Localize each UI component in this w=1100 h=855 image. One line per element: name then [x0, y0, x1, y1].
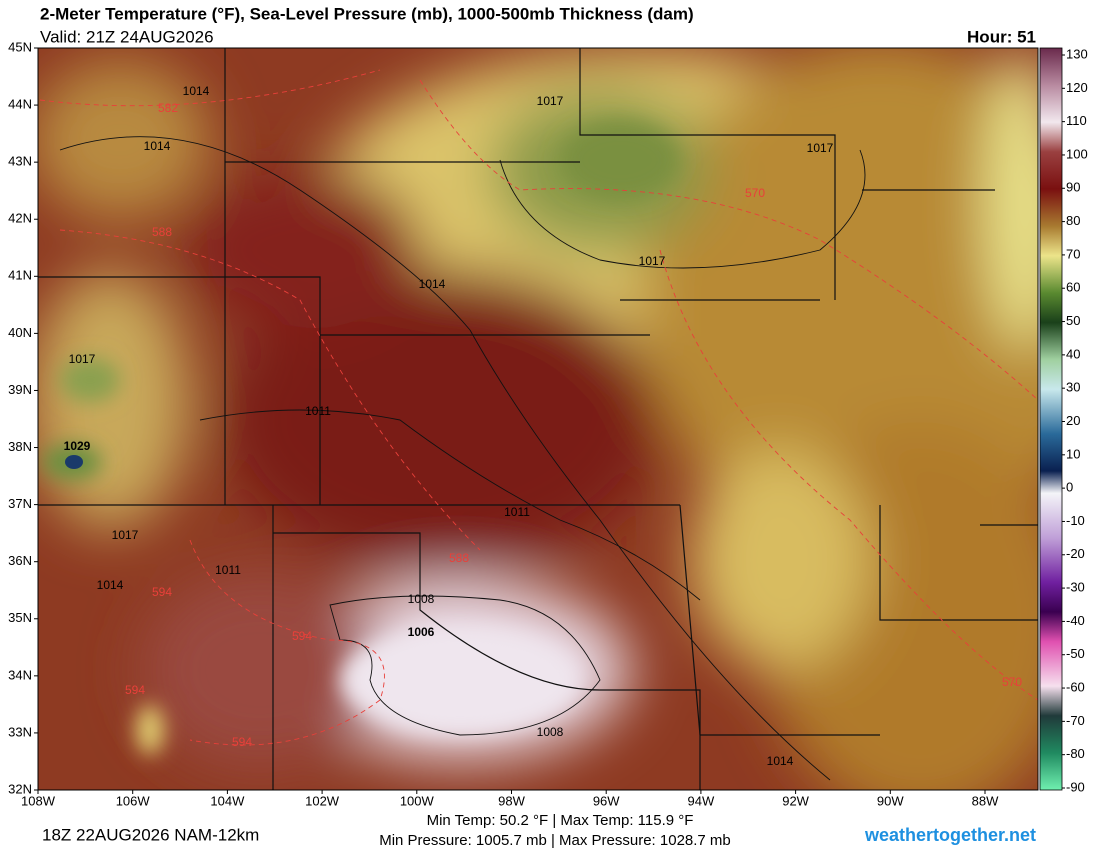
thickness-label: 588 — [152, 225, 172, 239]
temp-range: Min Temp: 50.2 °F | Max Temp: 115.9 °F — [427, 812, 694, 829]
colorbar-label: -60 — [1066, 679, 1085, 694]
thickness-label: 594 — [292, 629, 312, 643]
lon-label: 96W — [593, 793, 620, 808]
lon-label: 90W — [877, 793, 904, 808]
pressure-label: 1017 — [807, 141, 834, 155]
pressure-label: 1014 — [419, 277, 446, 291]
lat-label: 44N — [8, 97, 32, 112]
lon-label: 106W — [116, 793, 151, 808]
colorbar-label: 90 — [1066, 180, 1080, 195]
lon-label: 92W — [782, 793, 809, 808]
colorbar-label: 20 — [1066, 413, 1080, 428]
isobars — [59, 136, 866, 781]
pressure-label: 1014 — [767, 754, 794, 768]
pressure-label: 1008 — [537, 725, 564, 739]
pressure-label: 1017 — [537, 94, 564, 108]
colorbar-label: -70 — [1066, 713, 1085, 728]
colorbar-label: 60 — [1066, 280, 1080, 295]
pressure-label: 1006 — [408, 625, 435, 639]
colorbar-label: -40 — [1066, 613, 1085, 628]
colorbar-label: 50 — [1066, 313, 1080, 328]
colorbar-label: 30 — [1066, 380, 1080, 395]
colorbar — [1039, 47, 1063, 791]
title: 2-Meter Temperature (°F), Sea-Level Pres… — [40, 4, 694, 23]
colorbar-label: -80 — [1066, 746, 1085, 761]
pressure-label: 1014 — [144, 139, 171, 153]
pressure-range: Min Pressure: 1005.7 mb | Max Pressure: … — [379, 832, 731, 849]
lon-label: 108W — [21, 793, 56, 808]
thickness-label: 582 — [158, 101, 178, 115]
pressure-label: 1029 — [64, 439, 91, 453]
lat-label: 38N — [8, 439, 32, 454]
lat-label: 33N — [8, 724, 32, 739]
thickness-label: 588 — [449, 551, 469, 565]
colorbar-label: 110 — [1066, 113, 1087, 128]
map-frame — [37, 47, 1039, 791]
forecast-hour: Hour: 51 — [967, 27, 1036, 46]
colorbar-label: 70 — [1066, 246, 1080, 261]
thickness-label: 594 — [152, 585, 172, 599]
colorbar-label: 80 — [1066, 213, 1080, 228]
colorbar-label: 10 — [1066, 446, 1080, 461]
lat-label: 37N — [8, 496, 32, 511]
lat-label: 42N — [8, 211, 32, 226]
lat-label: 34N — [8, 667, 32, 682]
state-borders — [38, 48, 1038, 790]
pressure-label: 1011 — [305, 404, 331, 418]
lon-label: 94W — [688, 793, 715, 808]
thickness-label: 570 — [745, 186, 765, 200]
colorbar-label: 120 — [1066, 80, 1088, 95]
pressure-label: 1014 — [183, 84, 210, 98]
lon-label: 100W — [400, 793, 435, 808]
thickness-label: 594 — [232, 735, 252, 749]
pressure-label: 1017 — [112, 528, 139, 542]
lat-label: 41N — [8, 268, 32, 283]
lat-label: 43N — [8, 154, 32, 169]
pressure-label: 1011 — [215, 563, 241, 577]
colorbar-label: 0 — [1066, 480, 1073, 495]
lat-label: 36N — [8, 553, 32, 568]
lat-label: 45N — [8, 39, 32, 54]
lon-label: 102W — [305, 793, 340, 808]
colorbar-label: -50 — [1066, 646, 1085, 661]
map-field: 1014 1014 1017 1017 1017 1014 1017 1011 1029 1017… — [38, 48, 1038, 790]
thickness-label: 594 — [125, 683, 145, 697]
thickness-lines — [39, 69, 1038, 746]
colorbar-label: 130 — [1066, 46, 1088, 61]
colorbar-label: 40 — [1066, 346, 1080, 361]
site-link[interactable]: weathertogether.net — [864, 825, 1036, 845]
lon-label: 98W — [498, 793, 525, 808]
colorbar-label: -30 — [1066, 580, 1085, 595]
pressure-label: 1008 — [408, 592, 435, 606]
pressure-label: 1011 — [504, 505, 530, 519]
pressure-label: 1014 — [97, 578, 124, 592]
lat-label: 35N — [8, 610, 32, 625]
valid-time: Valid: 21Z 24AUG2026 — [40, 27, 214, 46]
lon-label: 88W — [972, 793, 999, 808]
pressure-label: 1017 — [639, 254, 666, 268]
pressure-label: 1017 — [69, 352, 96, 366]
lat-label: 40N — [8, 325, 32, 340]
colorbar-label: -90 — [1066, 779, 1085, 794]
lon-label: 104W — [210, 793, 245, 808]
colorbar-label: -20 — [1066, 546, 1085, 561]
high-center — [65, 455, 83, 469]
colorbar-label: -10 — [1066, 513, 1085, 528]
model-run: 18Z 22AUG2026 NAM-12km — [42, 825, 259, 844]
lat-label: 32N — [8, 781, 32, 796]
lat-label: 39N — [8, 382, 32, 397]
colorbar-label: 100 — [1066, 146, 1088, 161]
thickness-label: 570 — [1002, 675, 1022, 689]
